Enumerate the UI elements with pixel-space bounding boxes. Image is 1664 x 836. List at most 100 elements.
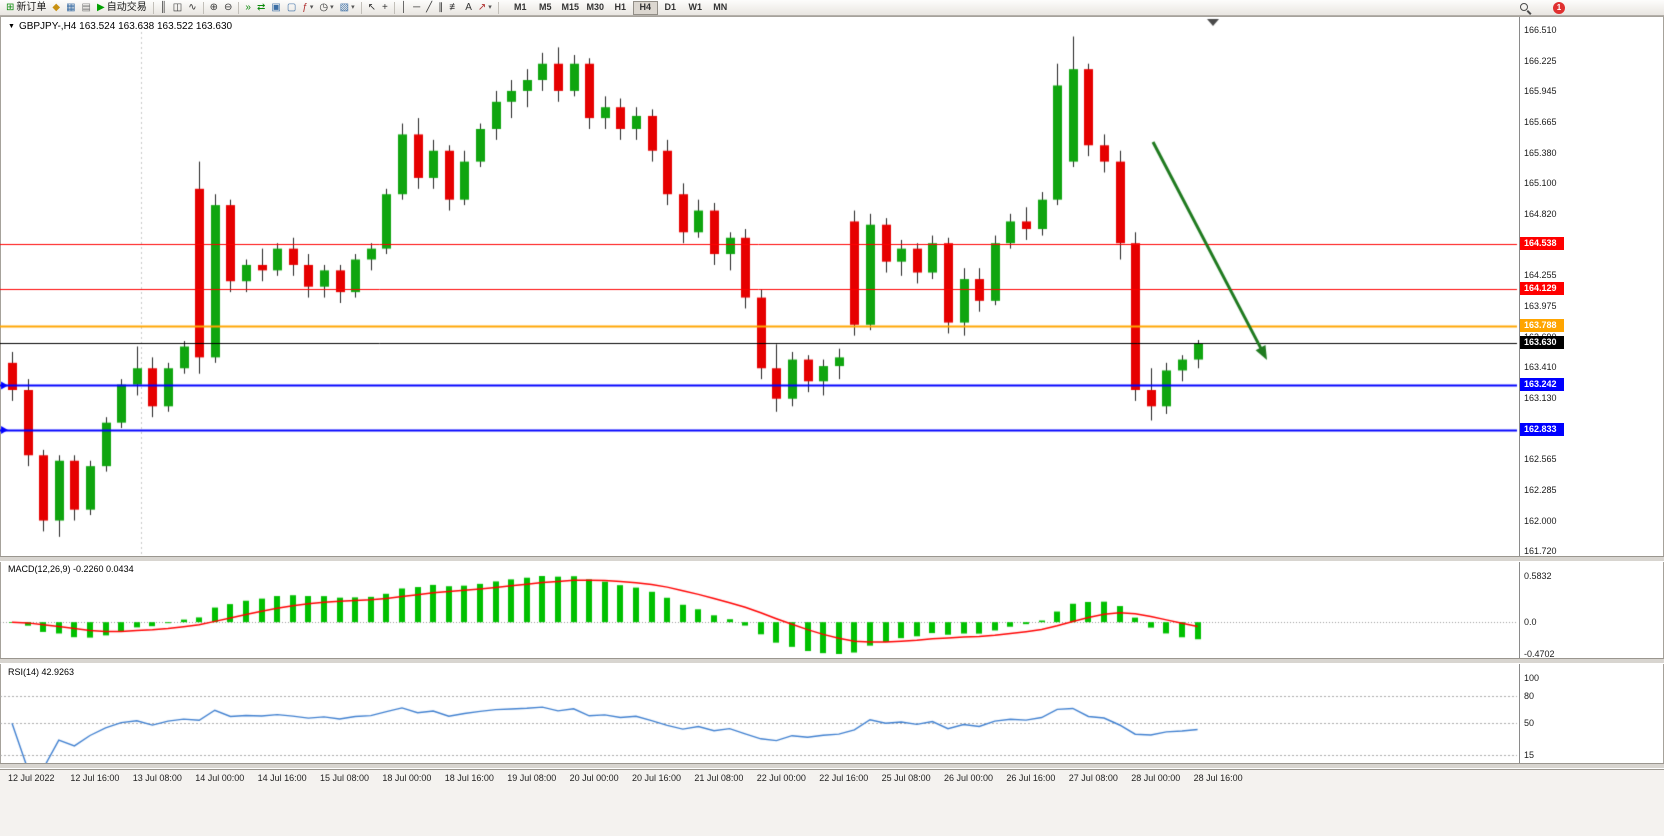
toolbar-separator bbox=[393, 1, 395, 14]
zoom-out-icon: ⊖ bbox=[224, 1, 233, 13]
auto-scroll-icon: » bbox=[245, 1, 251, 13]
new-order-button-label: 新订单 bbox=[16, 1, 47, 13]
price-axis-label: 165.665 bbox=[1524, 116, 1557, 127]
panel-splitter-axis[interactable] bbox=[0, 763, 1664, 769]
autotrading-play-icon: ▶ bbox=[97, 1, 105, 13]
time-axis-label: 25 Jul 08:00 bbox=[881, 773, 931, 783]
chart-shift-icon: ⇄ bbox=[256, 1, 266, 13]
time-axis-label: 26 Jul 16:00 bbox=[1006, 773, 1056, 783]
templates-button[interactable]: ▧ ▾ bbox=[337, 1, 358, 15]
auto-scroll-button[interactable]: » bbox=[242, 1, 254, 15]
price-axis-label: 162.285 bbox=[1524, 484, 1557, 495]
timeframe-d1-button[interactable]: D1 bbox=[658, 1, 683, 15]
rsi-scale-label: 15 bbox=[1524, 750, 1535, 760]
panel-splitter-macd[interactable] bbox=[0, 556, 1664, 562]
panel-splitter-rsi[interactable] bbox=[0, 658, 1664, 664]
chart-window-button[interactable]: ▦ bbox=[63, 1, 78, 15]
profiles-button[interactable]: ▤ bbox=[79, 1, 94, 15]
trendline-button[interactable]: ╱ bbox=[423, 1, 435, 15]
bar-chart-button[interactable]: ║ bbox=[157, 1, 170, 15]
toolbar-separator bbox=[497, 1, 499, 14]
time-axis-label: 28 Jul 16:00 bbox=[1193, 773, 1243, 783]
rsi-indicator-label: RSI(14) 42.9263 bbox=[8, 667, 75, 677]
main-toolbar: ⊞ 新订单 ◆ ▦ ▤ ▶ 自动交易 ║ ◫ ∿ ⊕ ⊖» ⇄ ▣ ▢ ƒ ▾ ◷ ▾ ▧ ▾ ↖ + │ ─ ╱ ∥ ≢ A ↗ ▾ M1… bbox=[0, 0, 1664, 16]
rsi-scale-label: 80 bbox=[1524, 691, 1535, 702]
vertical-line-button[interactable]: │ bbox=[398, 1, 410, 15]
price-axis-label: 162.000 bbox=[1524, 515, 1557, 526]
price-axis-label: 161.720 bbox=[1524, 545, 1557, 556]
periods-button[interactable]: ◷ ▾ bbox=[316, 1, 336, 15]
line-chart-button[interactable]: ∿ bbox=[185, 1, 199, 15]
price-axis-label: 165.380 bbox=[1524, 147, 1557, 158]
vertical-line-icon: │ bbox=[400, 1, 408, 13]
timeframe-mn-button[interactable]: MN bbox=[708, 1, 733, 15]
time-axis-label: 18 Jul 00:00 bbox=[382, 773, 432, 783]
price-scale-border bbox=[1519, 17, 1520, 769]
time-axis-label: 27 Jul 08:00 bbox=[1068, 773, 1118, 783]
timeframe-m1-button[interactable]: M1 bbox=[508, 1, 533, 15]
arrows-button[interactable]: ↗ ▾ bbox=[475, 1, 495, 15]
price-line-label: 164.129 bbox=[1520, 281, 1564, 295]
time-axis-label: 20 Jul 16:00 bbox=[632, 773, 682, 783]
indicators-button[interactable]: ƒ ▾ bbox=[299, 1, 316, 15]
notification-badge[interactable]: 1 bbox=[1553, 1, 1565, 14]
autotrading-button[interactable]: ▶ 自动交易 bbox=[94, 1, 150, 15]
chart-shift-button[interactable]: ⇄ bbox=[254, 1, 268, 15]
price-axis-label: 166.510 bbox=[1524, 25, 1557, 35]
time-axis-label: 26 Jul 00:00 bbox=[944, 773, 994, 783]
macd-scale-label: 0.5832 bbox=[1524, 571, 1552, 581]
macd-scale-label: -0.4702 bbox=[1524, 649, 1555, 659]
zoom-in-icon: ⊕ bbox=[209, 1, 219, 13]
price-axis-label: 165.945 bbox=[1524, 86, 1557, 97]
symbol-quote-label: GBPJPY-,H4 163.524 163.638 163.522 163.6… bbox=[18, 21, 233, 32]
toolbar-separator bbox=[238, 1, 240, 14]
fibonacci-button[interactable]: ≢ bbox=[446, 1, 462, 15]
price-line-label: 163.242 bbox=[1520, 378, 1564, 392]
dropdown-caret-icon: ▾ bbox=[351, 4, 355, 11]
chart-dropdown-icon[interactable]: ▼ bbox=[8, 23, 15, 30]
autotrading-button-label: 自动交易 bbox=[106, 1, 147, 13]
crosshair-button[interactable]: + bbox=[379, 1, 391, 15]
timeframe-m30-button[interactable]: M30 bbox=[583, 1, 608, 15]
time-axis[interactable]: 12 Jul 2022 12 Jul 16:00 13 Jul 08:00 14 Ju… bbox=[0, 769, 1664, 836]
clock-icon: ◷ bbox=[319, 1, 329, 13]
timeframe-m5-button[interactable]: M5 bbox=[533, 1, 558, 15]
time-axis-label: 22 Jul 16:00 bbox=[819, 773, 869, 783]
sound-icon: ◆ bbox=[52, 1, 61, 13]
toolbar-separator bbox=[202, 1, 204, 14]
crosshair-icon: + bbox=[381, 1, 388, 13]
zoom-out-button[interactable]: ⊖ bbox=[221, 1, 235, 15]
time-axis-label: 22 Jul 00:00 bbox=[756, 773, 806, 783]
time-axis-label: 20 Jul 00:00 bbox=[569, 773, 619, 783]
fibonacci-icon: ≢ bbox=[449, 1, 460, 13]
dropdown-caret-icon: ▾ bbox=[488, 4, 492, 11]
price-axis-label: 166.225 bbox=[1524, 55, 1557, 66]
new-order-button[interactable]: ⊞ 新订单 bbox=[3, 1, 49, 15]
template-icon: ▧ bbox=[339, 1, 350, 13]
candlestick-chart-button[interactable]: ◫ bbox=[170, 1, 185, 15]
cascade-windows-button[interactable]: ▢ bbox=[284, 1, 299, 15]
channel-button[interactable]: ∥ bbox=[435, 1, 446, 15]
sound-button[interactable]: ◆ bbox=[49, 1, 63, 15]
text-button[interactable]: A bbox=[462, 1, 475, 15]
horizontal-line-button[interactable]: ─ bbox=[410, 1, 423, 15]
chart-quote-header: ▼ GBPJPY-,H4 163.524 163.638 163.522 163… bbox=[8, 21, 232, 32]
macd-indicator-label: MACD(12,26,9) -0.2260 0.0434 bbox=[8, 564, 134, 574]
cursor-button[interactable]: ↖ bbox=[365, 1, 379, 15]
tile-windows-icon: ▣ bbox=[271, 1, 281, 13]
toolbar-right: 1 bbox=[1519, 1, 1661, 14]
search-icon[interactable] bbox=[1519, 2, 1531, 14]
timeframe-h1-button[interactable]: H1 bbox=[608, 1, 633, 15]
time-axis-label: 28 Jul 00:00 bbox=[1131, 773, 1181, 783]
zoom-in-button[interactable]: ⊕ bbox=[207, 1, 221, 15]
timeframe-h4-button[interactable]: H4 bbox=[632, 0, 658, 15]
text-icon: A bbox=[465, 1, 472, 13]
chart-window-icon: ▦ bbox=[66, 1, 76, 13]
timeframe-m15-button[interactable]: M15 bbox=[558, 1, 583, 15]
timeframe-w1-button[interactable]: W1 bbox=[683, 1, 708, 15]
time-axis-label: 19 Jul 08:00 bbox=[507, 773, 557, 783]
price-axis-label: 162.565 bbox=[1524, 454, 1557, 465]
tile-windows-button[interactable]: ▣ bbox=[268, 1, 283, 15]
profiles-icon: ▤ bbox=[81, 1, 91, 13]
